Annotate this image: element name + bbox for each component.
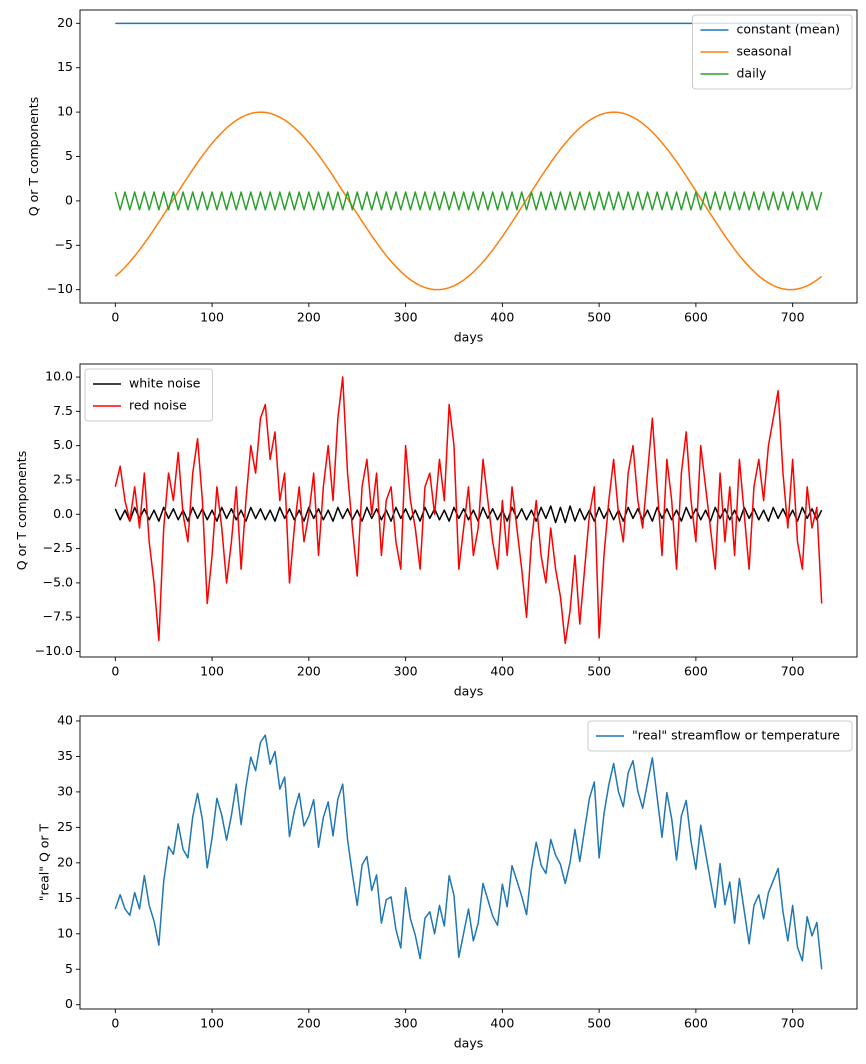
x-tick-label: 100 (200, 310, 224, 325)
axes-frame (79, 363, 858, 658)
x-axis-label: days (454, 330, 484, 345)
x-tick-label: 700 (781, 310, 805, 325)
subplot: 0 100 200 300 400 500 600 700 −10.0 −7.5 −5.0 −2.5 0… (14, 363, 858, 699)
subplot: 0 100 200 300 400 500 600 700 0 5 10 15 20 25 30 35 40 da… (37, 712, 858, 1051)
x-tick-label: 200 (297, 1016, 321, 1031)
y-tick-label: 7.5 (53, 403, 73, 418)
y-tick-label: −5.0 (43, 574, 73, 589)
y-tick-label: 5 (65, 961, 73, 976)
line-series (114, 111, 823, 291)
x-tick-label: 400 (490, 664, 514, 679)
y-tick-label: −2.5 (43, 540, 73, 555)
line-series (114, 505, 823, 524)
y-tick-label: −10.0 (35, 643, 73, 658)
line-series (114, 734, 823, 970)
y-tick-label: 30 (57, 783, 73, 798)
y-tick-label: 15 (57, 59, 73, 74)
x-tick-label: 700 (781, 664, 805, 679)
y-tick-label: 10.0 (45, 369, 73, 384)
y-axis-label: Q or T components (26, 97, 41, 216)
y-tick-label: 10 (57, 104, 73, 119)
legend-label: "real" streamflow or temperature (632, 728, 840, 743)
y-tick-label: −7.5 (43, 609, 73, 624)
legend-box (587, 720, 853, 752)
legend-label: white noise (129, 376, 201, 391)
legend: white noise red noise (84, 368, 213, 422)
subplot: 0 100 200 300 400 500 600 700 −10 −5 0 5 10 15 20 days Q… (26, 9, 858, 345)
x-tick-label: 500 (587, 310, 611, 325)
x-tick-label: 600 (684, 664, 708, 679)
x-tick-label: 600 (684, 1016, 708, 1031)
x-axis-label: days (454, 1036, 484, 1051)
line-series (114, 376, 823, 645)
y-tick-label: 10 (57, 925, 73, 940)
y-tick-label: −10 (47, 281, 73, 296)
x-tick-label: 700 (781, 1016, 805, 1031)
y-tick-label: −5 (55, 237, 73, 252)
y-tick-label: 2.5 (53, 471, 73, 486)
x-tick-label: 200 (297, 664, 321, 679)
y-tick-label: 35 (57, 748, 73, 763)
y-tick-label: 5.0 (53, 437, 73, 452)
y-tick-label: 20 (57, 854, 73, 869)
y-tick-label: 20 (57, 15, 73, 30)
legend-box (84, 368, 213, 422)
legend-label: red noise (129, 398, 187, 413)
y-tick-label: 40 (57, 712, 73, 727)
y-tick-label: 0 (65, 996, 73, 1011)
x-tick-label: 300 (394, 310, 418, 325)
y-tick-label: 25 (57, 819, 73, 834)
x-tick-label: 0 (111, 664, 119, 679)
legend-label: daily (736, 66, 767, 81)
y-tick-label: 0.0 (53, 506, 73, 521)
x-tick-label: 300 (394, 664, 418, 679)
legend: constant (mean) seasonal daily (691, 14, 853, 90)
y-tick-label: 0 (65, 192, 73, 207)
y-axis-label: Q or T components (14, 451, 29, 570)
x-tick-label: 100 (200, 1016, 224, 1031)
x-axis-label: days (454, 684, 484, 699)
legend-label: seasonal (736, 44, 791, 59)
x-tick-label: 0 (111, 1016, 119, 1031)
line-series (114, 191, 823, 211)
legend-label: constant (mean) (736, 22, 840, 37)
legend-box (691, 14, 853, 90)
x-tick-label: 300 (394, 1016, 418, 1031)
x-tick-label: 400 (490, 1016, 514, 1031)
axes-frame (79, 715, 858, 1010)
x-tick-label: 200 (297, 310, 321, 325)
x-tick-label: 0 (111, 310, 119, 325)
x-tick-label: 500 (587, 1016, 611, 1031)
y-tick-label: 5 (65, 148, 73, 163)
x-tick-label: 600 (684, 310, 708, 325)
y-tick-label: 15 (57, 890, 73, 905)
x-tick-label: 100 (200, 664, 224, 679)
x-tick-label: 500 (587, 664, 611, 679)
legend: "real" streamflow or temperature (587, 720, 853, 752)
x-tick-label: 400 (490, 310, 514, 325)
y-axis-label: "real" Q or T (37, 823, 52, 901)
